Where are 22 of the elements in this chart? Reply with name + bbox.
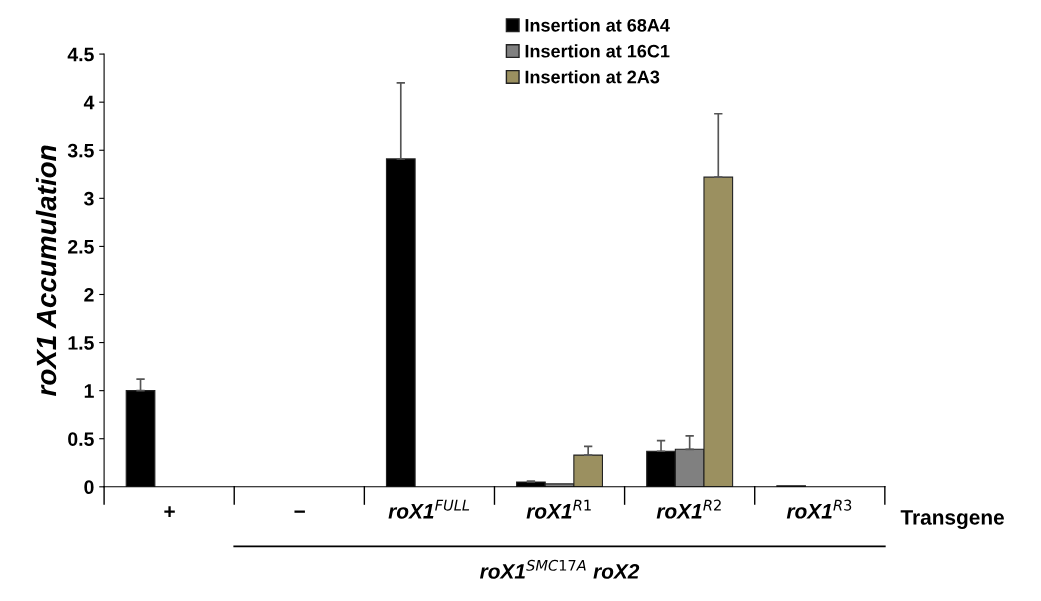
text: roX1$^{SMC17A}$ roX2 bbox=[480, 559, 640, 579]
y-tick-label: 1 bbox=[84, 384, 94, 398]
y-tick-label: 3 bbox=[84, 191, 94, 206]
y-tick-label: 1.5 bbox=[68, 336, 94, 350]
y-tick-label: 4 bbox=[83, 95, 95, 110]
y-tick-label: 0.5 bbox=[68, 432, 94, 446]
legend-label: Insertion at 16C1 bbox=[525, 44, 670, 58]
y-tick-label: 3.5 bbox=[67, 143, 94, 158]
legend-label: Insertion at 68A4 bbox=[525, 18, 670, 32]
y-axis-title: roX1 Accumulation bbox=[35, 145, 57, 397]
x-tick-label: + bbox=[164, 506, 175, 517]
x-tick-label: roX1$^{FULL}$ bbox=[388, 499, 470, 519]
y-tick-label: 0 bbox=[84, 480, 94, 495]
legend-label: Insertion at 2A3 bbox=[525, 70, 660, 84]
x-tick-label: roX1$^{R3}$ bbox=[786, 499, 852, 519]
x-tick-label: roX1$^{R2}$ bbox=[656, 499, 721, 519]
x-tick-label: − bbox=[294, 510, 305, 513]
y-tick-label: 4.5 bbox=[67, 47, 94, 62]
x-tick-label: roX1$^{R1}$ bbox=[526, 499, 591, 519]
text: Transgene bbox=[900, 510, 1004, 529]
y-tick-label: 2.5 bbox=[68, 239, 94, 254]
y-tick-label: 2 bbox=[84, 287, 94, 302]
